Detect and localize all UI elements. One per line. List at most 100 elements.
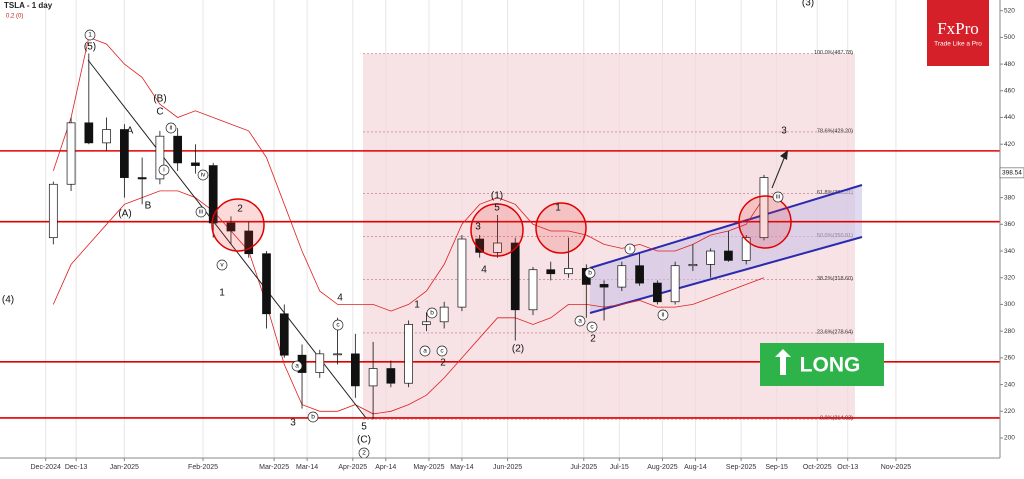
wave-label: B	[145, 201, 152, 212]
x-tick-label: Dec-13	[65, 464, 88, 471]
y-tick-label: 320	[1004, 274, 1015, 281]
wave-label: b	[311, 414, 315, 421]
chart-subtitle: 0,2 (0)	[6, 14, 23, 20]
x-tick-label: Aug-14	[684, 464, 707, 471]
x-tick-label: Aug-2025	[647, 464, 677, 471]
candle-body	[226, 222, 236, 232]
x-tick-label: Nov-2025	[881, 464, 911, 471]
wave-label: b	[588, 270, 592, 277]
candle-body	[386, 368, 396, 384]
candle-body	[724, 250, 733, 261]
y-tick-label: 340	[1004, 248, 1015, 255]
x-tick-label: Jul-15	[610, 464, 629, 471]
annotation-circle	[426, 307, 438, 319]
wave-label: 5	[361, 422, 367, 433]
annotation-circle	[216, 259, 228, 271]
candle-body	[333, 353, 342, 356]
circle	[211, 198, 265, 252]
y-tick-label: 280	[1004, 328, 1015, 335]
logo-tagline: Trade Like a Pro	[934, 41, 982, 48]
x-tick-label: Sep-15	[765, 464, 788, 471]
annotation-circle	[624, 243, 636, 255]
lower-band	[52, 190, 765, 415]
wave-label: i	[163, 167, 164, 174]
signal-arrow	[775, 349, 791, 375]
candle-body	[155, 135, 165, 180]
y-tick-label: 460	[1004, 88, 1015, 95]
y-tick-label: 520	[1004, 7, 1015, 14]
y-axis-bg	[1000, 0, 1024, 474]
wave-label: c	[440, 348, 444, 355]
logo-bg	[927, 0, 989, 66]
x-tick-label: Jan-2025	[110, 464, 139, 471]
annotation-circle	[291, 360, 303, 372]
wave-label: 1	[88, 32, 92, 39]
wave-label: (B)	[153, 94, 166, 105]
annotation-circle	[419, 345, 431, 357]
candle-body	[564, 268, 573, 275]
candle-body	[404, 324, 413, 384]
x-tick-label: May-2025	[413, 464, 444, 471]
candle-body	[368, 368, 378, 387]
candle-body	[635, 265, 644, 284]
y-tick-label: 440	[1004, 114, 1015, 121]
x-tick-label: May-14	[450, 464, 473, 471]
y-tick-label: 420	[1004, 141, 1015, 148]
circle	[470, 203, 524, 257]
wave-label: iii	[776, 194, 780, 201]
wave-label: (C)	[357, 435, 371, 446]
candle-body	[66, 122, 76, 185]
candle-body	[173, 135, 183, 164]
candle-body	[350, 353, 360, 387]
wave-label: 1	[219, 288, 225, 299]
fib-label: 100.0%(487.78)	[814, 50, 853, 56]
candle-body	[528, 269, 538, 311]
wave-label: 3	[781, 126, 787, 137]
y-tick-label: 200	[1004, 435, 1015, 442]
candle-body	[759, 177, 769, 239]
candle-body	[439, 306, 449, 323]
wave-label: ii	[170, 125, 173, 132]
candle-body	[120, 129, 129, 178]
circle	[535, 202, 587, 254]
y-tick-label: 260	[1004, 355, 1015, 362]
signal-badge: LONG	[760, 343, 884, 386]
last-price-bg	[999, 167, 1024, 179]
wave-label: (A)	[118, 209, 131, 220]
annotation-circle	[436, 345, 448, 357]
wave-label: 4	[337, 293, 343, 304]
channel-bottom	[589, 236, 863, 314]
annotation-circle	[195, 206, 207, 218]
wave-label: 1	[414, 300, 420, 311]
chart-title: TSLA - 1 day	[4, 1, 53, 10]
y-tick-label: 300	[1004, 301, 1015, 308]
wave-label: c	[336, 322, 340, 329]
candle-body	[102, 129, 111, 144]
wave-label: 3	[290, 418, 296, 429]
wave-label: 4	[481, 265, 487, 276]
circle	[738, 195, 792, 249]
wave-label: v	[220, 262, 224, 269]
x-tick-label: Feb-2025	[188, 464, 218, 471]
wave-label: 2	[362, 450, 366, 457]
logo: FxPro Trade Like a Pro	[927, 0, 989, 66]
wave-label: (1)	[491, 191, 503, 202]
x-tick-label: Oct-2025	[803, 464, 832, 471]
last-price: 398.54	[1002, 170, 1022, 177]
y-tick-label: 380	[1004, 194, 1015, 201]
signal-text: LONG	[800, 354, 861, 377]
annotation-circle	[584, 267, 596, 279]
candle-body	[510, 242, 520, 311]
wave-label: 3	[475, 222, 481, 233]
annotation-circle	[574, 315, 586, 327]
x-tick-label: Jul-2025	[570, 464, 597, 471]
candle-body	[262, 253, 271, 315]
wave-label: 5	[494, 203, 500, 214]
wave-label: (3)	[802, 0, 814, 9]
channel-top	[589, 184, 863, 269]
wave-label: iv	[201, 172, 206, 179]
annotation-circle	[332, 319, 344, 331]
y-tick-label: 240	[1004, 381, 1015, 388]
fib-label: 38.2%(318.60)	[817, 276, 853, 282]
candle-body	[279, 313, 289, 356]
